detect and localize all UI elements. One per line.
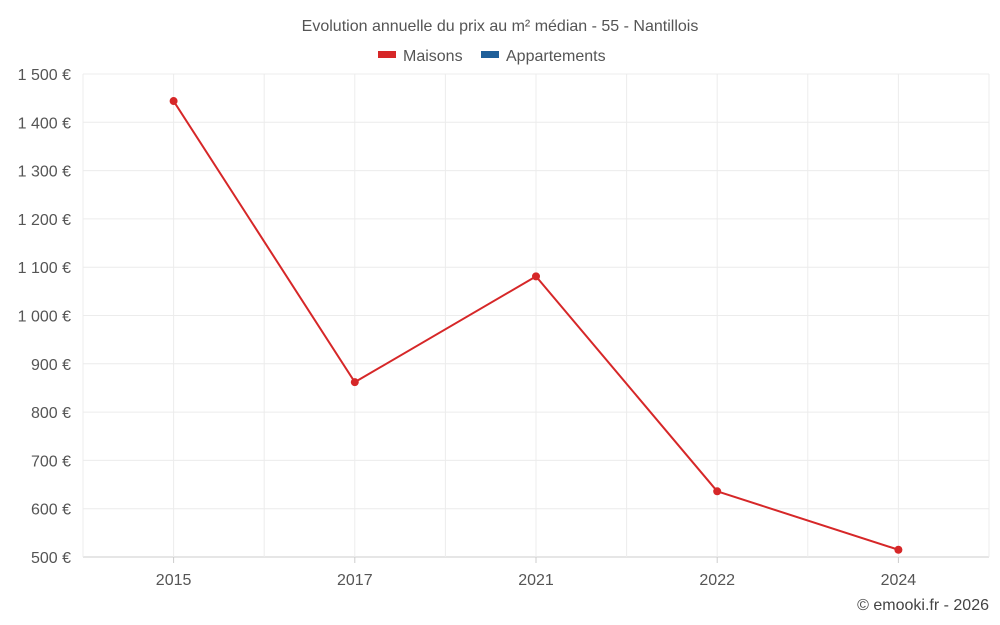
x-tick-label: 2017 (337, 572, 373, 589)
legend-label-maisons: Maisons (403, 48, 463, 65)
series-maisons (169, 97, 903, 554)
x-tick-label: 2022 (699, 572, 735, 589)
y-tick-label: 600 € (31, 502, 71, 519)
y-tick-label: 1 300 € (18, 164, 71, 181)
x-axis: 2015 2017 2021 2022 2024 (156, 557, 916, 589)
y-tick-label: 1 500 € (18, 67, 71, 84)
legend-label-appartements: Appartements (506, 48, 606, 65)
legend: Maisons Appartements (378, 48, 606, 65)
y-tick-label: 700 € (31, 453, 71, 470)
legend-item-maisons[interactable]: Maisons (378, 48, 463, 65)
y-tick-label: 1 400 € (18, 115, 71, 132)
legend-swatch-appartements (481, 51, 499, 58)
data-point[interactable] (894, 545, 903, 554)
y-tick-label: 1 100 € (18, 260, 71, 277)
data-point[interactable] (169, 97, 178, 106)
data-point[interactable] (350, 378, 359, 387)
chart-title: Evolution annuelle du prix au m² médian … (302, 18, 699, 35)
x-tick-label: 2024 (881, 572, 917, 589)
y-tick-label: 800 € (31, 405, 71, 422)
x-tick-label: 2015 (156, 572, 192, 589)
copyright-credit: © emooki.fr - 2026 (857, 597, 989, 614)
data-point[interactable] (532, 272, 540, 281)
y-tick-label: 1 200 € (18, 212, 71, 229)
grid-lines (82, 73, 990, 558)
x-tick-label: 2021 (518, 572, 554, 589)
data-point[interactable] (713, 487, 722, 496)
y-axis: 500 € 600 € 700 € 800 € 900 € 1 000 € 1 100 € 1… (18, 67, 71, 567)
y-tick-label: 900 € (31, 357, 71, 374)
legend-item-appartements[interactable]: Appartements (481, 48, 606, 65)
y-tick-label: 500 € (31, 550, 71, 567)
legend-swatch-maisons (378, 51, 396, 58)
y-tick-label: 1 000 € (18, 309, 71, 326)
